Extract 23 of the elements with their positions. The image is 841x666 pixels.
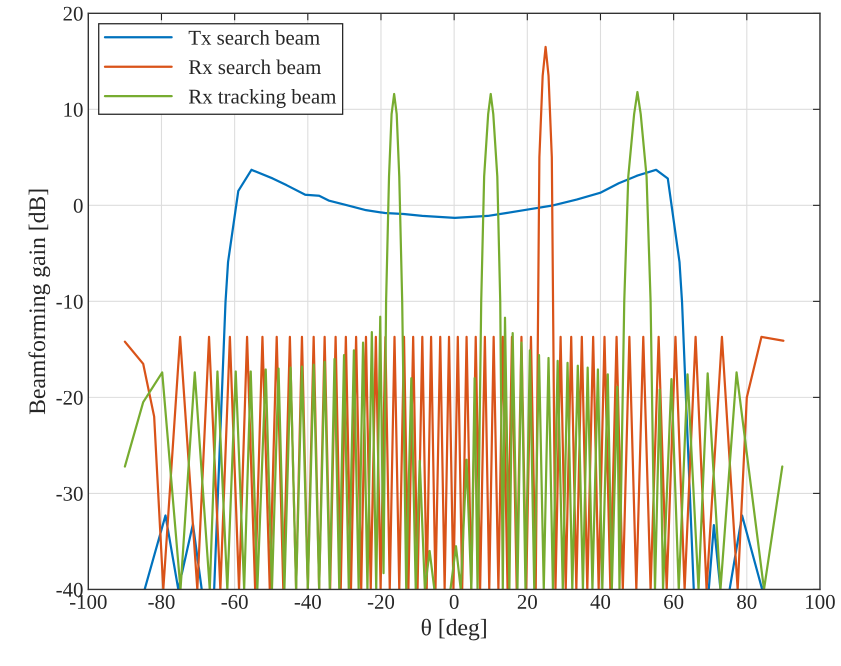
legend-label: Tx search beam <box>188 30 320 45</box>
y-tick-label: 10 <box>64 102 83 117</box>
y-tick-label: -20 <box>56 390 83 405</box>
x-tick-label: 80 <box>737 594 756 609</box>
y-tick-label: 0 <box>74 198 83 213</box>
x-tick-label: 0 <box>450 594 459 609</box>
y-tick-label: -40 <box>56 582 83 597</box>
x-tick-label: -100 <box>70 594 107 609</box>
x-tick-label: -80 <box>148 594 175 609</box>
legend-label: Rx search beam <box>188 60 322 74</box>
x-tick-label: 40 <box>590 594 610 609</box>
x-tick-label: -20 <box>368 594 394 609</box>
x-tick-label: 20 <box>518 594 537 609</box>
x-axis-title: θ [deg] <box>422 618 486 640</box>
x-tick-label: -60 <box>222 594 248 609</box>
legend-label: Rx tracking beam <box>188 88 336 108</box>
y-axis-title: Beamforming gain [dB] <box>28 190 50 414</box>
x-tick-label: 60 <box>664 594 684 609</box>
y-tick-label: 20 <box>64 6 83 21</box>
y-tick-label: -30 <box>56 486 83 501</box>
x-tick-label: -40 <box>294 594 321 609</box>
y-tick-label: -10 <box>56 294 83 309</box>
x-tick-label: 100 <box>806 594 835 609</box>
